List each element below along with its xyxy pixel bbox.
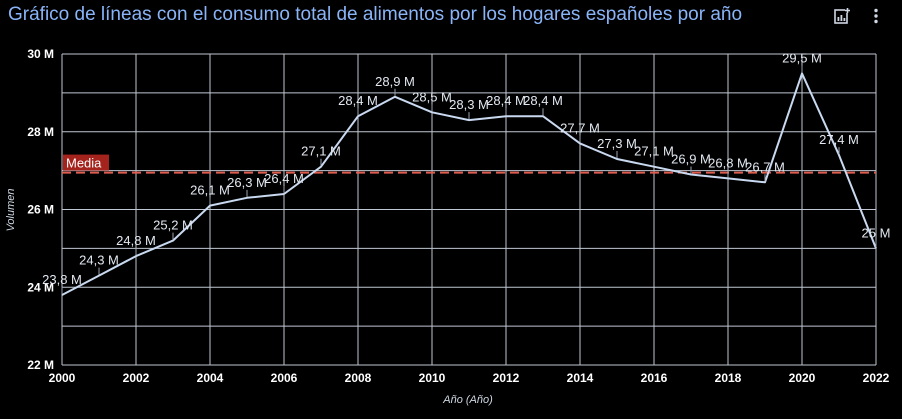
x-tick-label: 2006: [271, 371, 298, 385]
data-label: 28,4 M: [338, 93, 378, 108]
data-label: 26,7 M: [745, 159, 785, 174]
data-label: 28,5 M: [412, 89, 452, 104]
data-label: 28,9 M: [375, 74, 415, 89]
data-label: 28,4 M: [523, 93, 563, 108]
chart-explore-button[interactable]: [830, 4, 854, 28]
more-options-button[interactable]: [864, 4, 888, 28]
x-axis-ticks: 2000 2002 2004 2006 2008 2010 2012 2014 2016 2018…: [49, 371, 890, 385]
data-label: 28,3 M: [449, 97, 489, 112]
x-tick-label: 2018: [715, 371, 742, 385]
x-tick-label: 2010: [419, 371, 446, 385]
data-label: 24,3 M: [79, 253, 119, 268]
data-label: 28,4 M: [486, 93, 526, 108]
y-axis-title: Volumen: [5, 188, 17, 231]
y-tick-label: 22 M: [27, 358, 54, 372]
x-tick-label: 2004: [197, 371, 224, 385]
x-tick-label: 2000: [49, 371, 76, 385]
data-label: 25,2 M: [153, 218, 193, 233]
data-label: 26,3 M: [227, 175, 267, 190]
data-label: 27,3 M: [597, 136, 637, 151]
x-tick-label: 2008: [345, 371, 372, 385]
data-label: 27,4 M: [819, 132, 859, 147]
data-label: 27,1 M: [634, 144, 674, 159]
data-label: 29,5 M: [782, 50, 822, 65]
x-tick-label: 2014: [567, 371, 594, 385]
reference-line: Media: [62, 154, 876, 174]
data-labels: 23,8 M 24,3 M 24,8 M25,2 M 26,1 M26,3 M26,4…: [42, 50, 891, 295]
y-tick-label: 30 M: [27, 47, 54, 61]
y-tick-label: 26 M: [27, 203, 54, 217]
data-label: 23,8 M: [42, 272, 82, 287]
average-label-bg: [63, 154, 109, 171]
data-label: 27,1 M: [301, 144, 341, 159]
data-label: 27,7 M: [560, 120, 600, 135]
y-axis-ticks: 22 M 24 M 26 M 28 M 30 M: [27, 47, 54, 372]
data-label: 24,8 M: [116, 233, 156, 248]
grid-lines: [61, 53, 877, 366]
x-tick-label: 2020: [789, 371, 816, 385]
x-tick-label: 2012: [493, 371, 520, 385]
average-label: Media: [66, 156, 102, 171]
data-label: 26,9 M: [671, 152, 711, 167]
series-polyline: [61, 72, 877, 296]
data-label: 26,4 M: [264, 171, 304, 186]
x-axis-title: Año (Año): [442, 394, 493, 406]
series-line: [61, 72, 877, 296]
data-label: 26,1 M: [190, 183, 230, 198]
x-tick-label: 2002: [123, 371, 150, 385]
chart-title: Gráfico de líneas con el consumo total d…: [8, 4, 743, 25]
data-label: 25 M: [862, 225, 891, 240]
chart-explore-icon: [834, 8, 850, 24]
x-tick-label: 2016: [641, 371, 668, 385]
x-tick-label: 2022: [863, 371, 890, 385]
data-label: 26,8 M: [708, 155, 748, 170]
y-tick-label: 24 M: [27, 280, 54, 294]
chart-toolbar: [830, 4, 888, 28]
y-tick-label: 28 M: [27, 125, 54, 139]
more-vert-icon: [874, 8, 878, 24]
